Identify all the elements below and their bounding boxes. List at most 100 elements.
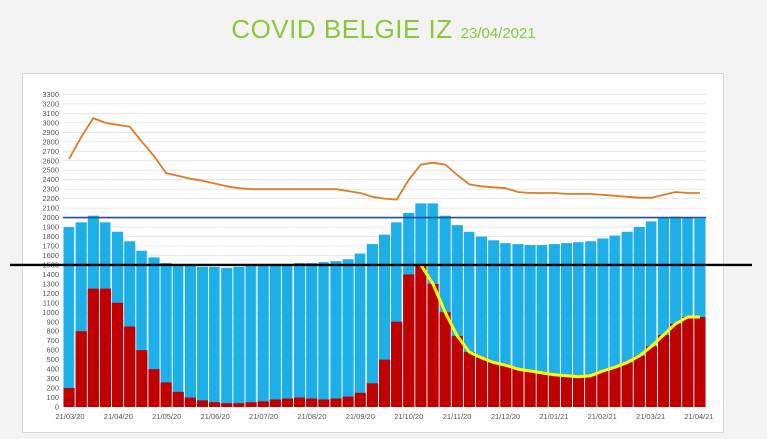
red-bar (63, 388, 75, 407)
chart-title-block: COVID BELGIE IZ 23/04/2021 (0, 14, 767, 45)
red-bar (694, 317, 706, 407)
x-tick-label: 21/04/21 (684, 412, 713, 421)
x-axis-ticks: 21/03/20 21/04/20 21/05/20 21/06/20 21/07/20… (55, 412, 713, 421)
red-bar (318, 399, 330, 407)
blue-bar (148, 257, 160, 407)
red-bar (585, 375, 597, 407)
blue-bar (597, 238, 609, 407)
y-tick-label: 3200 (42, 99, 59, 108)
red-bar (354, 392, 366, 407)
y-tick-label: 1200 (42, 289, 59, 298)
red-bar (439, 312, 451, 407)
blue-bar (233, 266, 245, 407)
bar-gap (146, 165, 148, 407)
x-tick-label: 21/09/20 (346, 412, 375, 421)
red-bar (670, 323, 682, 407)
bar-gap (183, 165, 184, 407)
blue-bar (378, 234, 391, 407)
red-bar (427, 283, 439, 407)
red-bar (293, 397, 306, 407)
red-bar (536, 372, 548, 407)
blue-bar (548, 244, 560, 407)
red-bar (682, 317, 694, 407)
x-tick-label: 21/05/20 (152, 412, 181, 421)
y-tick-label: 2800 (42, 137, 59, 146)
red-bar (209, 402, 221, 407)
red-bar (475, 357, 488, 407)
blue-bar (196, 266, 209, 407)
x-tick-label: 21/04/20 (104, 412, 133, 421)
y-tick-label: 1000 (42, 308, 59, 317)
y-tick-label: 800 (46, 327, 59, 336)
bar-gap (365, 165, 366, 407)
y-tick-label: 3300 (42, 90, 59, 99)
y-tick-label: 2500 (42, 166, 59, 175)
red-bar (560, 375, 573, 407)
red-bar (136, 350, 148, 407)
blue-bar (245, 265, 257, 407)
x-tick-label: 21/03/21 (636, 412, 665, 421)
bar-gap (401, 165, 403, 407)
series-lines (68, 117, 700, 379)
blue-bar (160, 263, 172, 407)
red-bar (75, 331, 87, 407)
red-bar (281, 398, 294, 407)
blue-bar (657, 217, 670, 407)
blue-bar (342, 259, 354, 407)
y-tick-label: 500 (46, 355, 59, 364)
y-tick-label: 200 (46, 384, 59, 393)
blue-bar (366, 244, 378, 407)
blue-bar (609, 235, 621, 407)
blue-bar (621, 231, 633, 407)
red-bar (488, 362, 500, 407)
bar-gap (692, 165, 694, 407)
yellow-line (419, 264, 700, 379)
chart-title: COVID BELGIE IZ (231, 14, 453, 44)
blue-bar (560, 243, 573, 407)
red-bar (621, 362, 633, 407)
y-tick-label: 1600 (42, 251, 59, 260)
blue-bar (500, 243, 512, 407)
y-tick-label: 3100 (42, 109, 59, 118)
blue-bar (63, 227, 75, 407)
red-bar (245, 402, 257, 407)
y-tick-label: 700 (46, 336, 59, 345)
red-bar (269, 399, 281, 407)
red-bar (463, 352, 476, 407)
y-tick-label: 2200 (42, 194, 59, 203)
y-tick-label: 2600 (42, 156, 59, 165)
red-bar (512, 369, 524, 407)
red-bars (63, 264, 706, 407)
chart-date: 23/04/2021 (460, 25, 536, 42)
y-tick-label: 1700 (42, 242, 59, 251)
red-bar (148, 369, 160, 407)
red-bar (609, 367, 621, 407)
blue-bar (184, 265, 196, 407)
red-bar (391, 321, 403, 407)
blue-bar (573, 242, 585, 407)
blue-bar (391, 222, 403, 407)
red-bar (184, 397, 196, 407)
x-tick-label: 21/06/20 (201, 412, 230, 421)
y-tick-label: 1300 (42, 279, 59, 288)
y-tick-label: 2700 (42, 147, 59, 156)
blue-bar (269, 263, 281, 407)
x-tick-label: 21/03/20 (55, 412, 84, 421)
blue-bar (463, 231, 476, 407)
red-bar (500, 365, 512, 407)
x-tick-label: 21/12/20 (491, 412, 520, 421)
blue-bar (75, 222, 87, 407)
y-tick-label: 0 (55, 403, 59, 412)
blue-bar (318, 262, 330, 407)
orange-line (68, 117, 700, 201)
x-tick-label: 21/01/21 (539, 412, 568, 421)
red-bar (99, 288, 112, 407)
bar-gap (73, 165, 75, 407)
bar-gap (510, 165, 512, 407)
red-bar (112, 302, 124, 407)
y-tick-label: 600 (46, 346, 59, 355)
y-tick-label: 3000 (42, 118, 59, 127)
blue-bar (354, 253, 366, 407)
red-bar (87, 288, 99, 407)
red-bar (160, 382, 172, 407)
